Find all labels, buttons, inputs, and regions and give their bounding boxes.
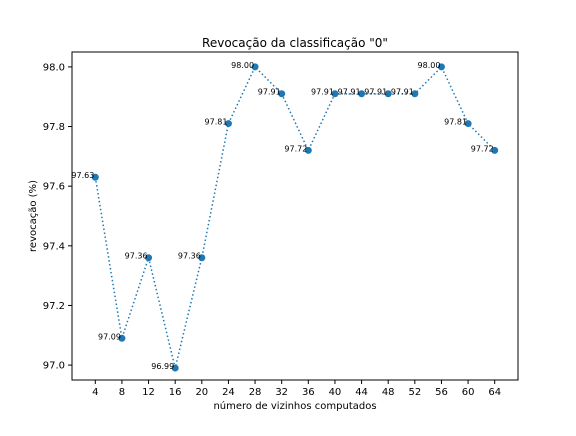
data-label: 97.72 [471,144,494,153]
data-label: 97.09 [98,332,121,341]
data-label: 97.81 [205,118,228,127]
data-label: 97.36 [178,252,201,261]
data-point [278,90,286,98]
data-point [91,173,99,181]
data-label: 97.36 [125,252,148,261]
x-tick-label: 44 [355,387,368,398]
y-tick-label: 97.8 [43,122,65,133]
y-tick-label: 97.0 [43,361,65,372]
chart-title: Revocação da classificação "0" [202,36,388,50]
data-point [251,63,259,71]
x-tick-label: 64 [488,387,501,398]
data-label: 97.91 [311,88,334,97]
x-tick-label: 28 [249,387,262,398]
chart-marks: 4 8 12 16 20 24 28 32 36 40 44 48 52 56 60 6497.097.297… [43,61,501,398]
x-tick-label: 8 [119,387,125,398]
data-label: 96.99 [151,362,174,371]
y-axis-label: revocação (%) [28,180,39,252]
data-point [437,63,445,71]
data-point [411,90,419,98]
data-point [171,364,179,372]
x-tick-label: 12 [142,387,155,398]
series-line [94,65,496,369]
y-tick-label: 97.4 [43,241,65,252]
data-label: 97.63 [71,171,94,180]
x-tick-label: 60 [462,387,475,398]
y-tick-label: 97.6 [43,182,65,193]
x-tick-label: 32 [275,387,288,398]
x-tick-label: 36 [302,387,315,398]
data-label: 97.72 [284,144,307,153]
data-point [224,120,232,128]
data-label: 98.00 [418,61,441,70]
data-label: 97.91 [391,88,414,97]
data-label: 97.81 [444,118,467,127]
data-point [358,90,366,98]
x-tick-label: 40 [329,387,342,398]
y-tick-label: 97.2 [43,301,65,312]
data-point [198,254,206,262]
x-tick-label: 4 [92,387,98,398]
y-tick-label: 98.0 [43,62,65,73]
data-point [118,334,126,342]
x-axis-label: número de vizinhos computados [213,400,376,412]
x-tick-label: 16 [169,387,182,398]
data-point [304,146,312,154]
x-tick-label: 48 [382,387,395,398]
data-point [145,254,153,262]
data-label: 97.91 [338,88,361,97]
data-label: 97.91 [364,88,387,97]
data-label: 98.00 [231,61,254,70]
x-tick-label: 52 [408,387,421,398]
x-tick-label: 24 [222,387,235,398]
plot-frame [71,51,519,381]
data-point [491,146,499,154]
data-point [331,90,339,98]
x-tick-label: 20 [195,387,208,398]
data-point [384,90,392,98]
x-tick-label: 56 [435,387,448,398]
data-point [464,120,472,128]
data-label: 97.91 [258,88,281,97]
